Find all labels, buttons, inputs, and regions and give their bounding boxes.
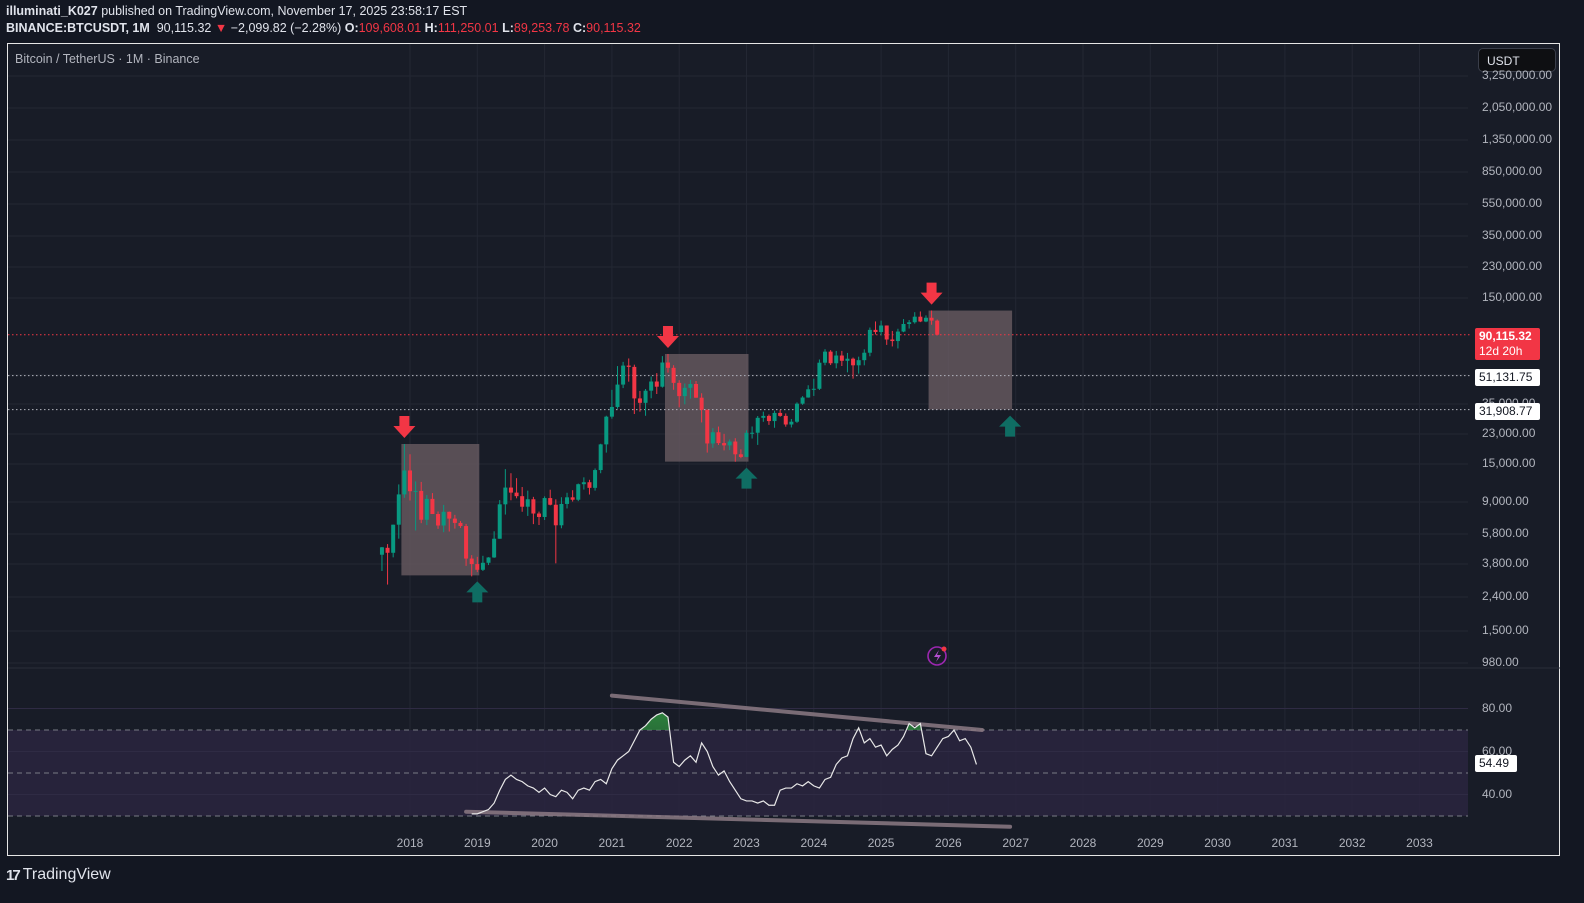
rsi-tick-label: 40.00 <box>1482 786 1513 801</box>
year-tick-label: 2025 <box>867 836 895 850</box>
year-tick-label: 2031 <box>1271 836 1299 850</box>
bar-countdown: 12d 20h <box>1479 344 1523 358</box>
sell-arrow-icon <box>393 415 416 438</box>
close-value: 90,115.32 <box>586 21 641 35</box>
ohlc-legend: BINANCE:BTCUSDT, 1M 90,115.32 ▼ −2,099.8… <box>6 21 641 35</box>
year-tick-label: 2022 <box>665 836 693 850</box>
year-tick-label: 2021 <box>598 836 626 850</box>
price-tick-label: 15,000.00 <box>1482 456 1536 470</box>
symbol-title: Bitcoin / TetherUS · 1M · Binance <box>15 52 200 66</box>
price-tick-label: 3,250,000.00 <box>1482 68 1553 82</box>
year-tick-label: 2026 <box>935 836 962 850</box>
price-change: −2,099.82 (−2.28%) <box>230 21 342 35</box>
year-tick-label: 2027 <box>1002 836 1030 850</box>
price-tick-label: 550,000.00 <box>1482 196 1543 210</box>
year-tick-label: 2019 <box>463 836 491 850</box>
author-name[interactable]: illuminati_K027 <box>6 4 98 18</box>
buy-arrow-icon <box>466 581 489 603</box>
price-tick-label: 1,350,000.00 <box>1482 132 1553 146</box>
rsi-tick-label: 80.00 <box>1482 700 1513 715</box>
year-tick-label: 2032 <box>1338 836 1366 850</box>
tradingview-logo[interactable]: 17 TradingView <box>6 866 111 884</box>
close-label: C: <box>572 21 587 35</box>
high-value: 111,250.01 <box>437 21 499 35</box>
year-tick-label: 2029 <box>1136 836 1164 850</box>
chart-frame[interactable] <box>7 43 1560 856</box>
sell-arrow-icon <box>656 325 679 348</box>
open-label: O: <box>344 21 359 35</box>
buy-arrow-icon <box>999 415 1022 437</box>
price-tick-label: 980.00 <box>1482 655 1519 669</box>
year-tick-label: 2030 <box>1204 836 1231 850</box>
year-tick-label: 2023 <box>733 836 760 850</box>
published-text: published on TradingView.com, November 1… <box>101 4 468 18</box>
last-price-tag: 90,115.32 12d 20h <box>1475 328 1540 360</box>
sell-arrow-icon <box>920 282 943 305</box>
buy-arrow-icon <box>735 467 758 489</box>
year-tick-label: 2024 <box>800 836 828 850</box>
tradingview-mark-icon: 17 <box>6 866 21 884</box>
open-value: 109,608.01 <box>358 21 422 35</box>
rsi-tick-label: 60.00 <box>1482 743 1513 758</box>
price-tick-label: 23,000.00 <box>1482 426 1536 440</box>
high-label: H: <box>424 21 438 35</box>
price-tick-label: 5,800.00 <box>1482 526 1529 540</box>
last-price-tag-value: 90,115.32 <box>1479 329 1532 343</box>
price-tick-label: 1,500.00 <box>1482 623 1529 637</box>
level-tag-lower: 31,908.77 <box>1475 403 1540 420</box>
price-tick-label: 350,000.00 <box>1482 228 1543 242</box>
price-tick-label: 230,000.00 <box>1482 259 1543 273</box>
rsi-value-tag: 54.49 <box>1475 755 1517 772</box>
flash-alert-icon[interactable] <box>927 646 947 666</box>
symbol-label: BINANCE:BTCUSDT, 1M <box>6 21 150 35</box>
logo-text: TradingView <box>22 866 111 883</box>
year-tick-label: 2028 <box>1069 836 1097 850</box>
down-triangle-icon: ▼ <box>214 21 228 35</box>
price-tick-label: 150,000.00 <box>1482 290 1543 304</box>
price-tick-label: 9,000.00 <box>1482 494 1529 508</box>
low-label: L: <box>502 21 514 35</box>
last-price: 90,115.32 <box>156 21 212 35</box>
price-tick-label: 3,800.00 <box>1482 556 1529 570</box>
year-tick-label: 2018 <box>396 836 424 850</box>
price-tick-label: 2,400.00 <box>1482 589 1529 603</box>
year-tick-label: 2033 <box>1406 836 1433 850</box>
level-tag-upper: 51,131.75 <box>1475 369 1540 386</box>
publish-info: illuminati_K027 published on TradingView… <box>6 4 467 18</box>
year-tick-label: 2020 <box>531 836 558 850</box>
currency-button[interactable]: USDT <box>1478 48 1556 72</box>
price-tick-label: 850,000.00 <box>1482 164 1543 178</box>
low-value: 89,253.78 <box>513 21 570 35</box>
price-tick-label: 2,050,000.00 <box>1482 100 1553 114</box>
